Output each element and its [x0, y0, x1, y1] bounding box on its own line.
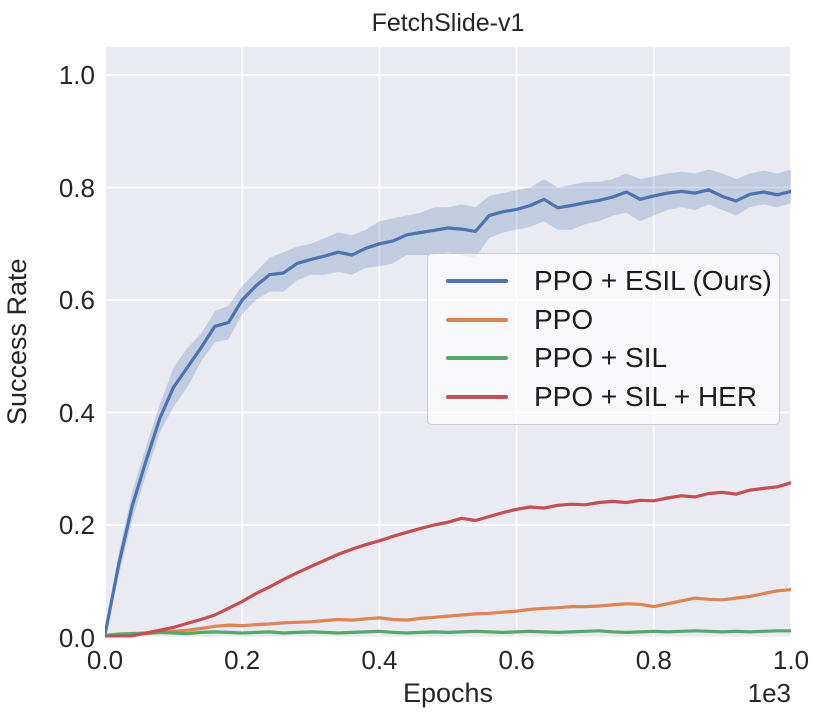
- legend-label: PPO: [534, 303, 594, 335]
- y-tick-label: 0.8: [58, 172, 95, 203]
- legend-label: PPO + SIL + HER: [534, 381, 758, 413]
- chart-title: FetchSlide-v1: [371, 9, 525, 37]
- y-tick-label: 0.2: [58, 510, 95, 540]
- x-tick-label: 1.0: [772, 645, 810, 675]
- legend-item: PPO + SIL + HER: [446, 381, 773, 413]
- y-axis-label: Success Rate: [2, 258, 32, 426]
- legend-item: PPO + ESIL (Ours): [446, 265, 773, 297]
- x-tick-label: 0.0: [86, 645, 124, 675]
- confidence-band: [105, 169, 791, 638]
- x-axis-label: Epochs: [402, 678, 494, 708]
- series-line: [105, 629, 791, 637]
- x-tick-label: 0.2: [224, 645, 261, 675]
- legend-item: PPO: [446, 304, 773, 336]
- x-tick-label: 0.4: [361, 645, 398, 675]
- legend-item: PPO + SIL: [446, 342, 773, 374]
- legend-line-swatch: [446, 278, 508, 283]
- y-tick-label: 0.4: [58, 397, 95, 428]
- x-axis-offset-text: 1e3: [747, 678, 791, 708]
- series-line: [105, 481, 791, 638]
- y-tick-label: 0.6: [58, 285, 95, 315]
- legend-line-swatch: [446, 317, 508, 322]
- series-line: [105, 188, 791, 637]
- x-tick-label: 0.8: [635, 645, 672, 675]
- legend-label: PPO + SIL: [534, 342, 668, 374]
- series-line: [105, 588, 791, 637]
- legend: PPO + ESIL (Ours) PPO PPO + SIL PPO + SI…: [427, 253, 780, 425]
- legend-line-swatch: [446, 356, 508, 361]
- y-tick-label: 0.0: [58, 622, 95, 653]
- legend-label: PPO + ESIL (Ours): [534, 264, 772, 296]
- x-tick-label: 0.6: [498, 645, 535, 675]
- legend-line-swatch: [446, 395, 508, 400]
- y-tick-label: 1.0: [58, 60, 95, 90]
